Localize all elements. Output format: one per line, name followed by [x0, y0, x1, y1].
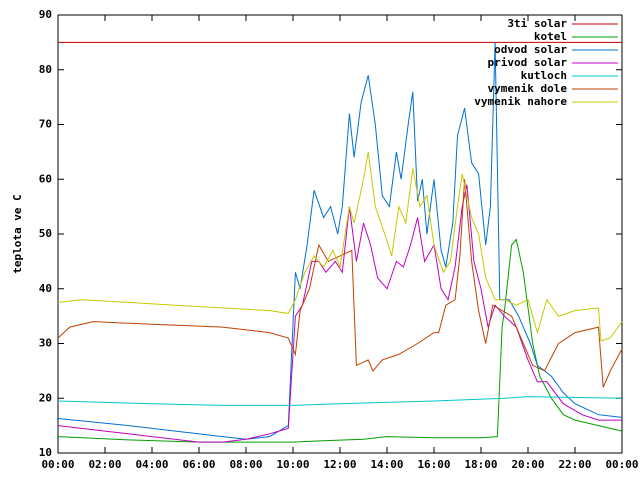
x-tick-label: 08:00 — [229, 458, 262, 471]
x-tick-label: 16:00 — [417, 458, 450, 471]
legend-label: vymenik dole — [488, 82, 568, 95]
y-tick-label: 50 — [39, 227, 52, 240]
x-tick-label: 22:00 — [558, 458, 591, 471]
y-tick-label: 20 — [39, 391, 52, 404]
legend-label: kutloch — [521, 69, 567, 82]
x-tick-label: 20:00 — [511, 458, 544, 471]
x-tick-label: 10:00 — [276, 458, 309, 471]
series-line — [57, 179, 623, 388]
x-tick-label: 14:00 — [370, 458, 403, 471]
series-line — [57, 396, 623, 406]
y-tick-label: 70 — [39, 118, 52, 131]
x-tick-label: 00:00 — [605, 458, 638, 471]
series-line — [57, 238, 623, 443]
legend-label: 3ti solar — [507, 17, 567, 30]
x-tick-label: 18:00 — [464, 458, 497, 471]
x-tick-label: 04:00 — [135, 458, 168, 471]
x-tick-label: 02:00 — [88, 458, 121, 471]
y-tick-label: 30 — [39, 337, 52, 350]
y-tick-label: 80 — [39, 63, 52, 76]
legend-label: odvod solar — [494, 43, 567, 56]
legend-label: privod solar — [488, 56, 568, 69]
x-tick-label: 06:00 — [182, 458, 215, 471]
x-tick-label: 00:00 — [41, 458, 74, 471]
legend-label: vymenik nahore — [474, 95, 567, 108]
y-tick-label: 60 — [39, 172, 52, 185]
y-tick-label: 40 — [39, 282, 52, 295]
series-line — [57, 184, 622, 443]
legend-label: kotel — [534, 30, 567, 43]
y-tick-label: 90 — [39, 8, 52, 21]
x-tick-label: 12:00 — [323, 458, 356, 471]
y-axis-label: teplota ve C — [11, 194, 24, 273]
series-line — [57, 42, 623, 440]
y-tick-label: 10 — [39, 446, 52, 459]
series-line — [57, 151, 623, 342]
